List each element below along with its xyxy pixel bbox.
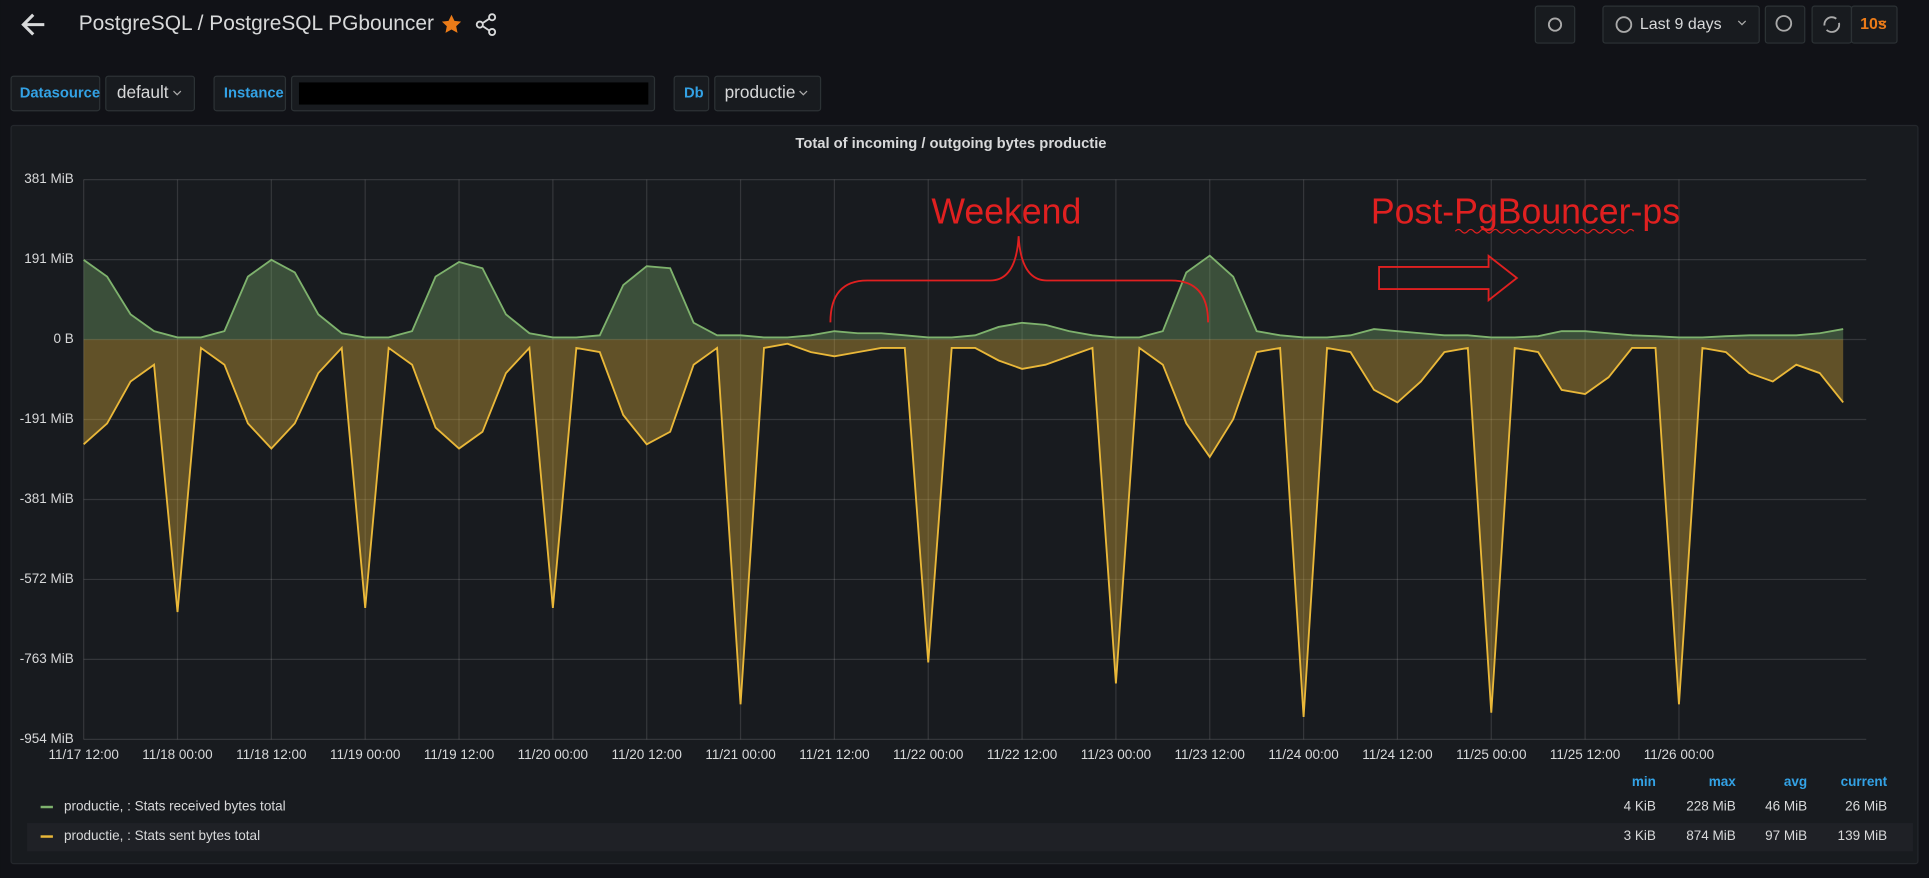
chevron [1878,20,1887,26]
share-icon[interactable] [475,13,497,36]
x-tick-label: 11/23 12:00 [1175,747,1245,762]
brace [829,236,1210,323]
variable-label: Db [684,85,704,101]
x-tick-label: 11/25 12:00 [1550,747,1620,762]
x-tick-label: 11/20 00:00 [518,747,588,762]
legend-stat: 3 KiB [1624,828,1656,843]
x-tick-label: 11/17 12:00 [48,747,118,762]
y-tick-label: 191 MiB [24,251,74,266]
x-tick-label: 11/18 12:00 [236,747,306,762]
refresh-button[interactable] [1811,5,1853,44]
plot: 381 MiB 191 MiB 0 B -191 MiB -381 MiB -572 Mi… [20,171,1888,843]
legend-stat: 228 MiB [1686,799,1736,814]
legend-stat: 46 MiB [1765,799,1807,814]
clock-icon [1615,16,1633,33]
dashboard-title[interactable]: PostgreSQL / PostgreSQL PGbouncer [79,12,434,35]
area-fill [83,255,1844,340]
x-tick-label: 11/24 00:00 [1268,747,1338,762]
refresh-interval[interactable] [1850,5,1898,44]
x-tick-label: 11/21 12:00 [799,747,869,762]
refresh-icon [1823,16,1841,33]
legend-row-bg [27,823,1913,852]
y-tick-label: -191 MiB [20,411,74,426]
x-tick-label: 11/26 00:00 [1644,747,1714,762]
back-button[interactable] [21,13,45,36]
panel-title[interactable]: Total of incoming / outgoing bytes produ… [795,136,1106,152]
chevron [1737,20,1747,26]
legend-stat: 874 MiB [1686,828,1736,843]
variable-label-box [673,75,710,112]
variable-label: Instance [224,85,284,101]
y-tick-label: -572 MiB [20,571,74,586]
legend-label: productie, : Stats sent bytes total [64,828,260,843]
chevron [173,90,182,96]
y-tick-label: -381 MiB [20,491,74,506]
panel [10,124,1919,865]
annotation: Post-PgBouncer-ps [1371,191,1680,231]
variable-label: Datasource [20,85,100,101]
y-tick-label: -763 MiB [20,651,74,666]
legend-stat: 4 KiB [1624,799,1656,814]
x-tick-label: 11/24 12:00 [1362,747,1432,762]
variable-label-box [213,75,287,112]
y-tick-label: 381 MiB [24,171,74,186]
x-tick-label: 11/20 12:00 [612,747,682,762]
x-tick-label: 11/18 00:00 [142,747,212,762]
time-picker[interactable] [1602,5,1760,44]
zoom-out-button[interactable] [1764,5,1806,44]
legend-label: productie, : Stats received bytes total [64,799,286,814]
redacted-value [298,82,649,105]
zoom-icon [1775,15,1793,32]
variable-label-box [10,75,101,112]
variable-select[interactable] [105,75,196,112]
area-fill [83,339,1844,717]
spellcheck-underline [1454,228,1635,234]
legend-stat: 97 MiB [1765,828,1807,843]
y-tick-label: -954 MiB [20,731,74,746]
chevron [799,90,808,96]
series-line [83,342,1844,717]
x-tick-label: 11/23 00:00 [1081,747,1151,762]
x-tick-label: 11/19 12:00 [424,747,494,762]
x-tick-label: 11/22 00:00 [893,747,963,762]
variable-select[interactable] [714,75,822,112]
legend-column-header: current [1841,774,1888,789]
gear-icon [1547,17,1563,32]
arrow [1378,253,1519,303]
x-tick-label: 11/21 00:00 [705,747,775,762]
x-tick-label: 11/25 00:00 [1456,747,1526,762]
variable-value: default [117,82,169,102]
x-tick-label: 11/22 12:00 [987,747,1057,762]
annotation: Weekend [931,191,1081,231]
legend-column-header: max [1709,774,1737,789]
legend-column-header: min [1632,774,1656,789]
legend-stat: 139 MiB [1838,828,1888,843]
y-tick-label: 0 B [54,331,74,346]
x-tick-label: 11/19 00:00 [330,747,400,762]
refresh-value: 10s [1860,16,1887,33]
star-icon[interactable] [441,14,462,33]
legend-stat: 26 MiB [1845,799,1887,814]
legend-column-header: avg [1784,774,1807,789]
series-line [83,254,1844,339]
settings-button[interactable] [1534,5,1576,44]
time-range: Last 9 days [1640,16,1722,33]
variable-value: productie [725,82,796,102]
